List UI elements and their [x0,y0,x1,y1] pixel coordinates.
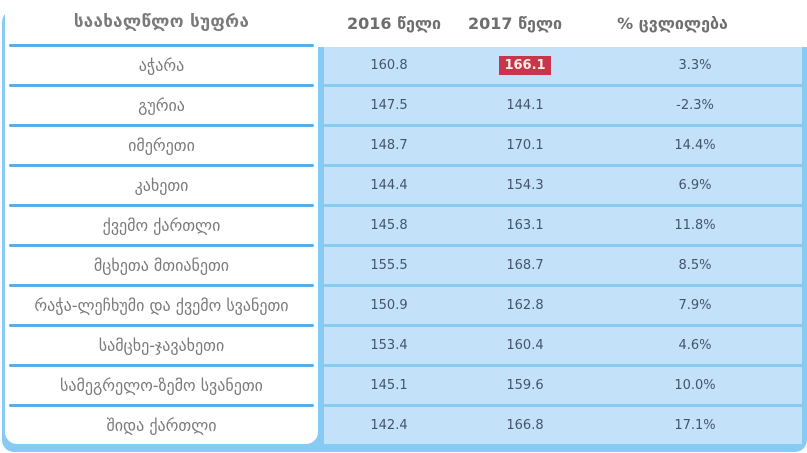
row-separator [9,124,314,127]
region-cell: მცხეთა მთიანეთი [93,256,230,275]
table-row: 160.8 166.1 3.3% [324,47,802,84]
column-header-2017: 2017 წელი [467,14,563,33]
region-cell: აჭარა [138,56,185,75]
change-percent-cell: 11.8% [674,218,716,233]
table-row: 145.8 163.1 11.8% [324,207,802,244]
value-2016-cell: 150.9 [370,298,408,313]
value-2017-cell: 159.6 [506,378,544,393]
row-separator [9,164,314,167]
value-2017-cell: 162.8 [506,298,544,313]
value-2016-cell: 145.1 [370,378,408,393]
row-separator [9,204,314,207]
row-separator [9,284,314,287]
value-2016-cell: 155.5 [370,258,408,273]
region-cell: ქვემო ქართლი [102,216,221,235]
table-row: 155.5 168.7 8.5% [324,247,802,284]
region-cell: სამცხე-ჯავახეთი [98,336,225,355]
region-column: საახალწლო სუფრა აჭარა გურია იმერეთი კახეთი ქ… [5,0,318,444]
row-separator [9,404,314,407]
value-2016-cell: 153.4 [370,338,408,353]
table-row: 144.4 154.3 6.9% [324,167,802,204]
table-row: 150.9 162.8 7.9% [324,287,802,324]
region-cell: რაჭა-ლეჩხუმი და ქვემო სვანეთი [34,296,289,315]
value-2017-cell: 168.7 [506,258,544,273]
row-separator [9,44,314,47]
value-2017-cell: 170.1 [506,138,544,153]
value-2017-cell: 166.1 [460,56,590,75]
region-cell: შიდა ქართლი [106,416,217,435]
value-2016-cell: 145.8 [370,218,408,233]
change-percent-cell: 7.9% [678,298,712,313]
row-separator [9,324,314,327]
change-percent-cell: 10.0% [674,378,716,393]
value-2017-cell: 163.1 [506,218,544,233]
value-2016-cell: 142.4 [370,418,408,433]
value-2017-cell: 166.8 [506,418,544,433]
table-row: 153.4 160.4 4.6% [324,327,802,364]
change-percent-cell: 3.3% [678,58,712,73]
table-row: 148.7 170.1 14.4% [324,127,802,164]
change-percent-cell: -2.3% [676,98,714,113]
value-2016-cell: 148.7 [370,138,408,153]
region-column-header: საახალწლო სუფრა [73,12,250,32]
value-2017-cell: 144.1 [506,98,544,113]
value-2016-cell: 160.8 [370,58,408,73]
table-row: 142.4 166.8 17.1% [324,407,802,444]
change-percent-cell: 8.5% [678,258,712,273]
change-percent-cell: 4.6% [678,338,712,353]
value-2017-cell: 154.3 [506,178,544,193]
region-cell: კახეთი [134,176,189,195]
change-percent-cell: 6.9% [678,178,712,193]
row-separator [9,84,314,87]
region-cell: გურია [138,96,185,115]
table-row: 147.5 144.1 -2.3% [324,87,802,124]
value-2017-cell: 160.4 [506,338,544,353]
column-header-2016: 2016 წელი [346,14,442,33]
table-row: 145.1 159.6 10.0% [324,367,802,404]
row-separator [9,364,314,367]
change-percent-cell: 14.4% [674,138,716,153]
value-2016-cell: 147.5 [370,98,408,113]
row-separator [9,244,314,247]
column-header-change: % ცვლილება [617,14,728,33]
column-header-row: 2016 წელი 2017 წელი % ცვლილება [318,0,807,47]
highlighted-value: 166.1 [499,56,551,75]
region-cell: იმერეთი [128,136,195,155]
region-cell: სამეგრელო-ზემო სვანეთი [60,376,263,395]
change-percent-cell: 17.1% [674,418,716,433]
value-2016-cell: 144.4 [370,178,408,193]
data-rows: 160.8 166.1 3.3% 147.5 144.1 -2.3% 148.7 170.1 1… [324,47,802,447]
region-rows: აჭარა გურია იმერეთი კახეთი ქვემო ქართლი მცხეთ… [5,44,318,444]
